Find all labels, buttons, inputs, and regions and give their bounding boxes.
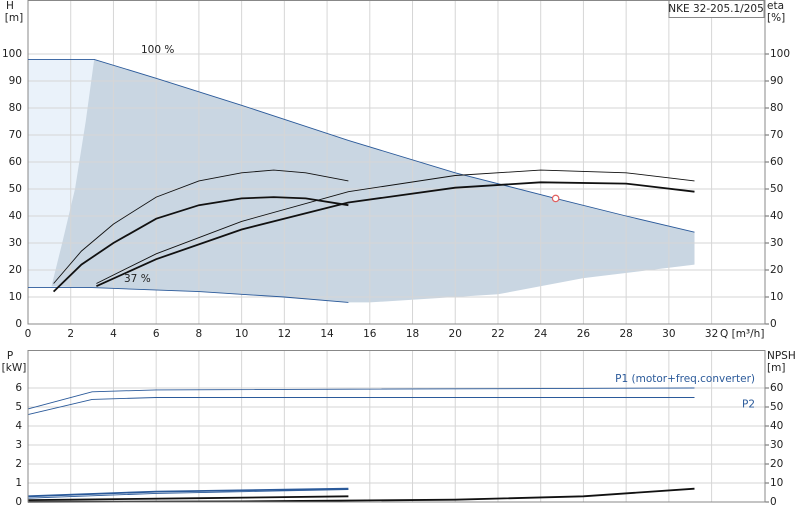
x-tick-label: 22 <box>491 328 504 340</box>
x-tick-label: 30 <box>662 328 675 340</box>
x-tick-label: 6 <box>153 328 160 340</box>
y-tick-label: 100 <box>2 48 22 60</box>
x-tick-label: 2 <box>67 328 74 340</box>
curve <box>96 181 695 288</box>
x-tick-label: 16 <box>363 328 377 340</box>
series-label: P1 (motor+freq.converter) <box>615 373 755 385</box>
series-label: P2 <box>742 399 755 411</box>
x-tick-label: 14 <box>320 328 334 340</box>
y-tick-label: 1 <box>15 477 22 489</box>
y-tick-label: 70 <box>9 129 22 141</box>
y-axis-unit: [kW] <box>2 362 27 374</box>
annotation: 37 % <box>124 273 151 285</box>
plot-frame <box>27 0 766 325</box>
y-axis-unit: [m] <box>5 12 23 24</box>
y2-tick-label: 40 <box>770 420 783 432</box>
chart-title: NKE 32-205.1/205 <box>668 3 764 15</box>
y-tick-label: 4 <box>15 420 22 432</box>
y2-tick-label: 70 <box>770 129 783 141</box>
y-tick-label: 3 <box>15 439 22 451</box>
y-tick-label: 20 <box>9 264 22 276</box>
y-tick-label: 2 <box>15 458 22 470</box>
curve <box>27 387 695 410</box>
x-tick-label: 20 <box>449 328 462 340</box>
y2-tick-label: 20 <box>770 264 783 276</box>
x-tick-label: 12 <box>278 328 291 340</box>
curve <box>53 169 349 284</box>
x-tick-label: 28 <box>619 328 632 340</box>
y2-tick-label: 10 <box>770 477 783 489</box>
y2-tick-label: 30 <box>770 237 783 249</box>
y-tick-label: 0 <box>15 318 22 330</box>
operating-point <box>551 194 560 203</box>
y2-tick-label: 20 <box>770 458 783 470</box>
y-axis-label: P <box>7 350 13 362</box>
y-tick-label: 5 <box>15 401 22 413</box>
x-tick-label: 18 <box>406 328 419 340</box>
y2-axis-label: NPSH <box>767 350 796 362</box>
y-tick-label: 30 <box>9 237 22 249</box>
curve <box>28 58 695 233</box>
y2-tick-label: 0 <box>770 318 777 330</box>
curve <box>27 397 695 416</box>
curve <box>27 487 349 498</box>
y-tick-label: 80 <box>9 102 22 114</box>
y-tick-label: 90 <box>9 75 22 87</box>
y2-tick-label: 90 <box>770 75 783 87</box>
x-tick-label: 26 <box>577 328 591 340</box>
y2-tick-label: 0 <box>770 496 777 508</box>
y2-tick-label: 100 <box>770 48 790 60</box>
y2-axis-label: eta <box>767 0 784 12</box>
y2-tick-label: 50 <box>770 401 783 413</box>
y-tick-label: 10 <box>9 291 22 303</box>
y2-tick-label: 10 <box>770 291 783 303</box>
curve <box>28 287 349 303</box>
y-tick-label: 50 <box>9 183 22 195</box>
y2-tick-label: 50 <box>770 183 783 195</box>
y-tick-label: 0 <box>15 496 22 508</box>
y-tick-label: 60 <box>9 156 22 168</box>
x-tick-label: 4 <box>110 328 117 340</box>
y2-tick-label: 60 <box>770 382 783 394</box>
x-tick-label: 8 <box>196 328 203 340</box>
y-tick-label: 6 <box>15 382 22 394</box>
x-tick-label: 24 <box>534 328 548 340</box>
curve <box>27 489 349 499</box>
area <box>51 59 695 303</box>
curve <box>96 169 695 284</box>
y2-tick-label: 60 <box>770 156 783 168</box>
plot-frame <box>27 350 766 503</box>
x-tick-label: 32 <box>705 328 718 340</box>
y-tick-label: 40 <box>9 210 22 222</box>
y2-axis-unit: [%] <box>767 12 785 24</box>
y-axis-label: H <box>6 0 14 12</box>
y2-axis-unit: [m] <box>767 362 785 374</box>
y2-tick-label: 30 <box>770 439 783 451</box>
annotation: 100 % <box>141 44 174 56</box>
x-tick-label: 0 <box>25 328 32 340</box>
y2-tick-label: 80 <box>770 102 783 114</box>
curve <box>27 495 349 501</box>
x-tick-label: 10 <box>235 328 248 340</box>
x-axis-label: Q [m³/h] <box>720 328 764 340</box>
y2-tick-label: 40 <box>770 210 783 222</box>
title-box <box>668 0 765 18</box>
series-layer <box>28 59 695 303</box>
curve <box>52 196 349 293</box>
